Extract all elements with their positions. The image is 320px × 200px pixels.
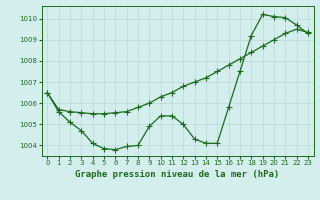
X-axis label: Graphe pression niveau de la mer (hPa): Graphe pression niveau de la mer (hPa)	[76, 170, 280, 179]
